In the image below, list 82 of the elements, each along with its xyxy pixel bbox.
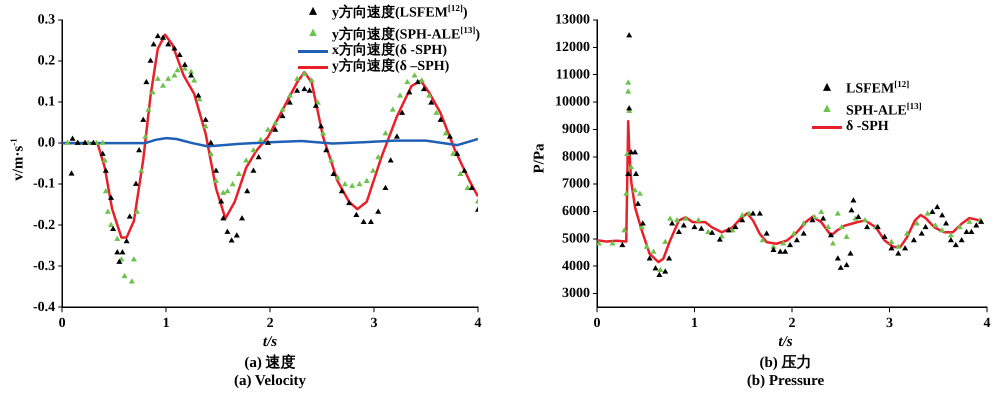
y-tick-label: 0.1 [38,94,56,110]
point [632,187,638,192]
y-tick-label: -0.3 [32,258,56,274]
legend-label: LSFEM$^{[12]}$ [846,78,910,98]
point [888,238,894,244]
point [966,218,972,224]
point [610,240,616,246]
x-tick-label: 1 [162,316,170,332]
y-tick-label: 10000 [555,94,590,110]
point [695,216,702,222]
point [662,238,668,244]
point [948,232,954,238]
x-tick-label: 2 [266,316,274,332]
point [628,164,634,170]
point [644,244,650,249]
point [904,230,910,236]
point [760,236,766,242]
y-tick-label: 9000 [562,122,590,138]
point [636,190,643,196]
point [621,227,628,232]
x-axis-title: t/s [262,334,278,351]
y-tick-label: 13000 [555,12,590,28]
y-tick-label: -0.2 [32,218,56,233]
point [780,240,786,246]
legend-label: δ -SPH [846,119,889,136]
y-tick-label: 11000 [556,67,590,82]
point [657,266,664,272]
y-axis-title: P/Pa [532,142,548,176]
point [624,150,630,156]
point [914,220,920,226]
y-tick-label: 7000 [562,176,590,192]
point [924,210,931,216]
point [800,220,807,226]
point [623,190,630,196]
y-tick-label: 12000 [555,40,590,55]
x-tick-label: 1 [691,316,698,332]
x-tick-label: 4 [984,316,990,332]
point [844,234,850,239]
legend-label: x方向速度(δ -SPH) [332,43,447,58]
point [650,248,657,254]
legend-label: y方向速度(LSFEM$^{[12]}$) [332,2,468,22]
x-tick-label: 4 [474,316,482,332]
point [956,224,963,230]
point [667,215,674,221]
x-tick-label: 2 [788,316,796,332]
y-tick-label: 3000 [562,286,590,302]
y-tick-label: 4000 [562,258,590,274]
y-tick-label: -0.4 [32,300,56,315]
legend-label: y方向速度(δ –SPH) [332,59,450,76]
x-tick-label: 0 [594,316,600,332]
x-tick-label: 3 [886,316,893,332]
point [818,208,824,214]
point [932,222,938,228]
y-tick-label: 0.0 [38,136,56,151]
text: (b) 压力 [758,353,813,372]
point [830,240,836,246]
y-tick-label: 8000 [562,149,590,164]
x-tick-label: 3 [370,316,378,332]
point [825,224,832,230]
point [682,215,689,221]
point [838,224,845,230]
y-tick-label: 5000 [562,231,590,246]
x-tick-label: 0 [58,316,66,332]
y-tick-label: 0.3 [38,12,56,28]
point [597,240,602,246]
y-tick-label: 0.2 [38,54,56,69]
y-tick-label: 6000 [562,204,590,220]
point [739,212,746,218]
text: (a) 速度 [243,353,297,372]
point [862,216,868,222]
legend-label: y方向速度(SPH-ALE$^{[13]}$) [332,24,480,42]
point [895,244,902,249]
x-axis-title: t/s [777,334,794,351]
point [834,210,841,216]
legend-label: SPH-ALE$^{[13]}$ [846,100,922,120]
text: (b) Pressure [746,373,826,390]
point [939,227,946,232]
point [625,88,632,94]
point [625,79,632,85]
text: (a) Velocity [232,373,308,390]
y-tick-label: -0.1 [32,176,56,192]
point [790,230,797,236]
